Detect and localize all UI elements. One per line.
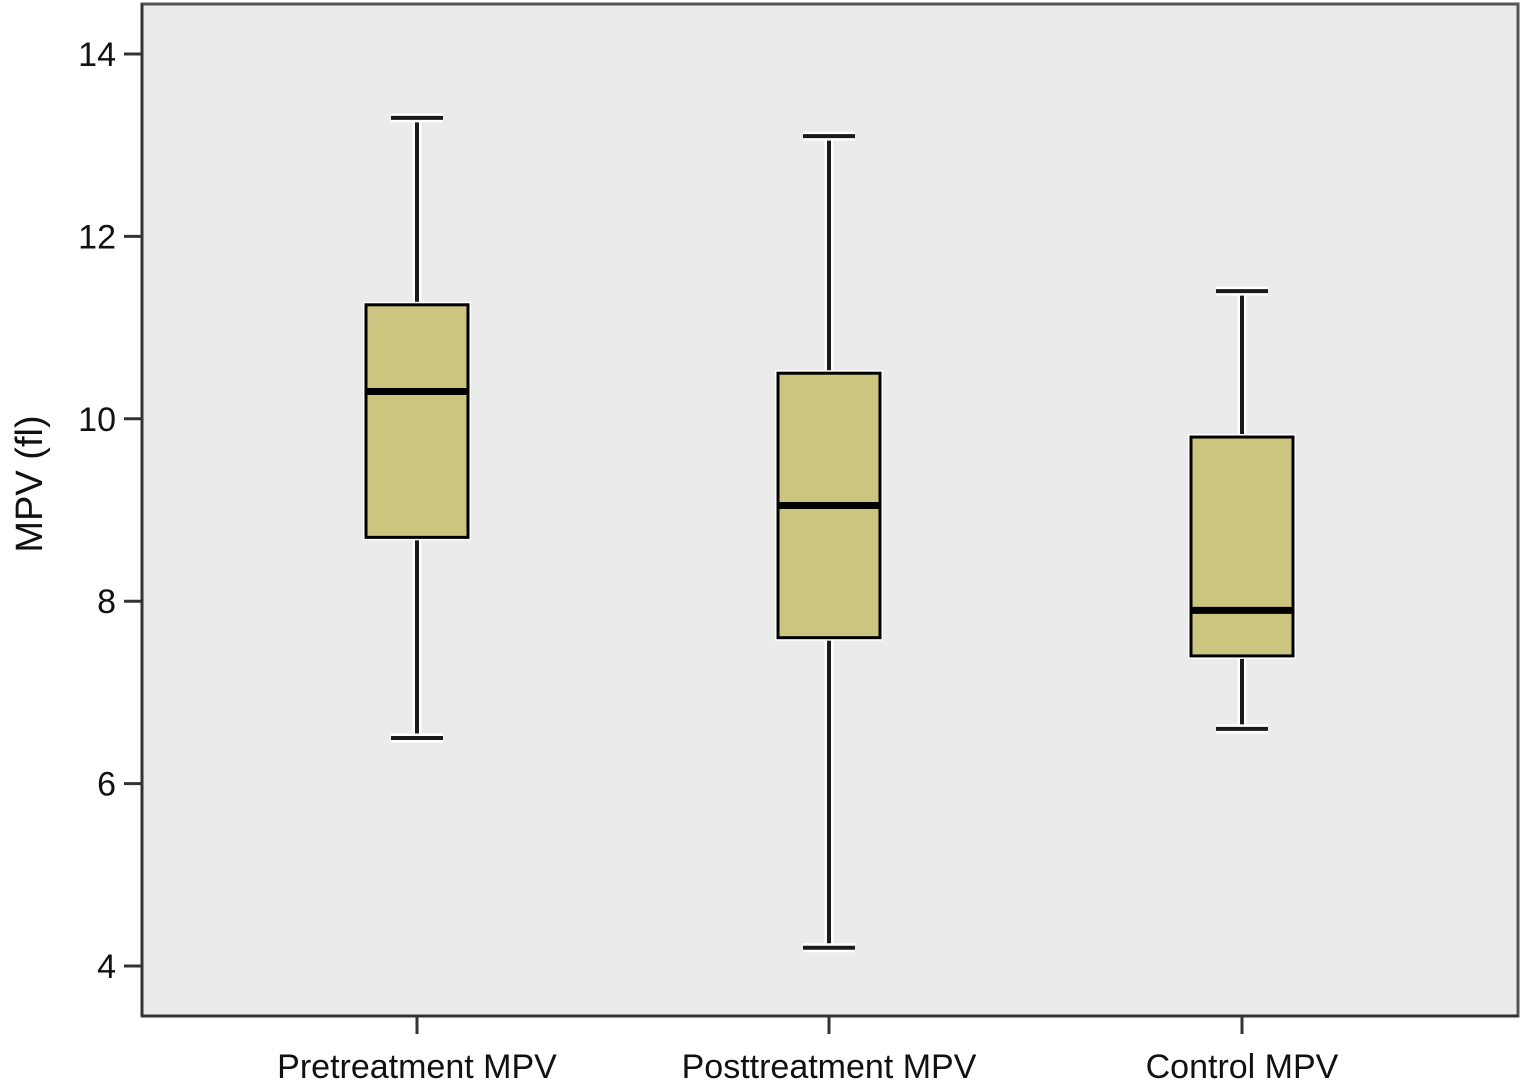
iqr-box: [1189, 435, 1295, 658]
iqr-box: [364, 303, 470, 539]
y-tick-label: 10: [78, 401, 116, 439]
box-group: [363, 113, 471, 743]
box-group: [1188, 286, 1296, 734]
x-tick-label: Control MPV: [1146, 1048, 1339, 1086]
y-tick-label: 14: [78, 36, 116, 74]
y-tick-label: 6: [97, 766, 116, 804]
y-tick-label: 4: [97, 948, 116, 986]
x-axis: Pretreatment MPV Posttreatment MPV Control…: [142, 1014, 1518, 1086]
y-axis-title: MPV (fl): [9, 415, 51, 552]
y-tick-label: 12: [78, 218, 116, 256]
x-tick-label: Posttreatment MPV: [682, 1048, 977, 1086]
x-tick-label: Pretreatment MPV: [277, 1048, 557, 1086]
y-axis: 4 6 8 10 12 14: [78, 4, 144, 1016]
boxes-layer: [363, 113, 1296, 953]
y-tick-label: 8: [97, 583, 116, 621]
box-group: [775, 131, 883, 953]
